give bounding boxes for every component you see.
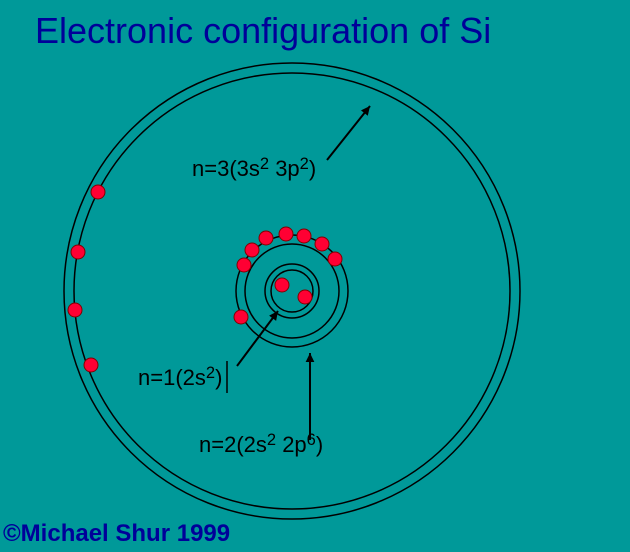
copyright-text: ©Michael Shur 1999 (3, 520, 230, 548)
n1-prefix: n=1(2s (138, 365, 206, 390)
electron-7 (279, 227, 293, 241)
shell-label-n3: n=3(3s2 3p2) (192, 156, 316, 182)
n3-sup1: 2 (260, 155, 269, 173)
diagram-canvas (0, 0, 630, 552)
n2-end: ) (316, 432, 323, 457)
electron-5 (245, 243, 259, 257)
shell-n1-outer (265, 264, 319, 318)
electron-3 (84, 358, 98, 372)
n3-end: ) (309, 156, 316, 181)
n1-end: ) (215, 365, 222, 390)
n3-mid: 3p (269, 156, 300, 181)
electron-13 (298, 290, 312, 304)
shell-n2-inner (245, 244, 339, 338)
electron-10 (328, 252, 342, 266)
shell-label-n2: n=2(2s2 2p6) (199, 432, 323, 458)
n1-sup1: 2 (206, 364, 215, 382)
electron-4 (237, 258, 251, 272)
electron-0 (91, 185, 105, 199)
electron-2 (68, 303, 82, 317)
n3-sup2: 2 (300, 155, 309, 173)
n2-sup2: 6 (307, 431, 316, 449)
n2-mid: 2p (276, 432, 307, 457)
n2-sup1: 2 (267, 431, 276, 449)
electron-6 (259, 231, 273, 245)
electron-1 (71, 245, 85, 259)
electron-8 (297, 229, 311, 243)
diagram-title: Electronic configuration of Si (35, 10, 491, 52)
shell-label-n1: n=1(2s2) (138, 365, 222, 391)
electron-11 (234, 310, 248, 324)
n2-prefix: n=2(2s (199, 432, 267, 457)
electron-12 (275, 278, 289, 292)
n3-prefix: n=3(3s (192, 156, 260, 181)
electron-9 (315, 237, 329, 251)
